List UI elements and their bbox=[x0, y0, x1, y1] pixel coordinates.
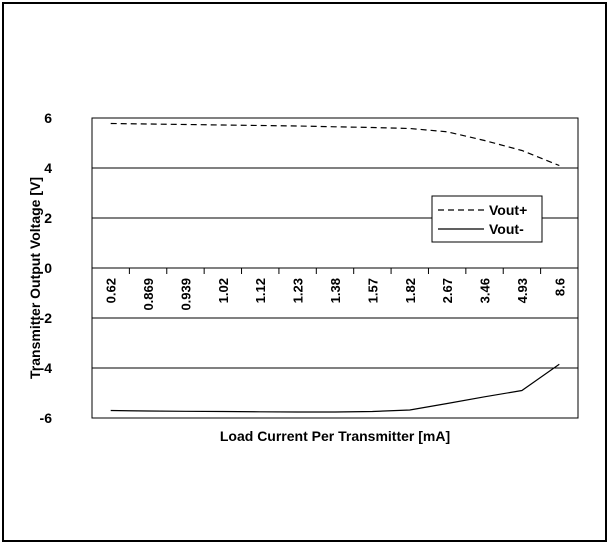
y-tick-label: -2 bbox=[40, 310, 53, 326]
x-tick-label: 4.93 bbox=[515, 278, 530, 303]
y-tick-label: 6 bbox=[44, 110, 52, 126]
x-tick-label: 2.67 bbox=[440, 278, 455, 303]
y-tick-label: -6 bbox=[40, 410, 53, 426]
line-chart: 6 4 2 0 -2 -4 -6 0.62 0.869 0.939 1.02 1.12 1.23 1.3… bbox=[27, 110, 579, 444]
y-tick-label: -4 bbox=[40, 360, 53, 376]
x-tick-label: 3.46 bbox=[478, 278, 493, 303]
x-tick-label: 0.869 bbox=[141, 278, 156, 311]
x-tick-label: 0.939 bbox=[178, 278, 193, 311]
series-lines bbox=[110, 122, 560, 413]
y-tick-label: 2 bbox=[44, 210, 52, 226]
x-tick-label: 1.82 bbox=[403, 278, 418, 303]
y-tick-label: 0 bbox=[44, 260, 52, 276]
x-tick-label: 0.62 bbox=[104, 278, 119, 303]
x-tick-label: 1.02 bbox=[216, 278, 231, 303]
y-axis-ticks: 6 4 2 0 -2 -4 -6 bbox=[40, 110, 53, 426]
legend-label: Vout- bbox=[489, 221, 524, 237]
x-axis-label: Load Current Per Transmitter [mA] bbox=[220, 428, 450, 444]
x-tick-label: 1.23 bbox=[291, 278, 306, 303]
x-axis-ticks: 0.62 0.869 0.939 1.02 1.12 1.23 1.38 1.57 1.82 2.… bbox=[91, 268, 579, 311]
series-line-vout-plus bbox=[110, 122, 560, 167]
x-tick-label: 1.12 bbox=[253, 278, 268, 303]
y-axis-label: Transmitter Output Voltage [V] bbox=[27, 177, 43, 379]
y-tick-label: 4 bbox=[44, 160, 52, 176]
x-tick-label: 1.38 bbox=[328, 278, 343, 303]
legend-box bbox=[431, 195, 543, 243]
legend-label: Vout+ bbox=[489, 202, 527, 218]
series-line-vout-minus bbox=[110, 363, 560, 413]
grid-lines bbox=[92, 117, 578, 419]
legend: Vout+ Vout- bbox=[431, 195, 543, 243]
x-tick-label: 1.57 bbox=[365, 278, 380, 303]
x-tick-label: 8.6 bbox=[552, 278, 567, 296]
